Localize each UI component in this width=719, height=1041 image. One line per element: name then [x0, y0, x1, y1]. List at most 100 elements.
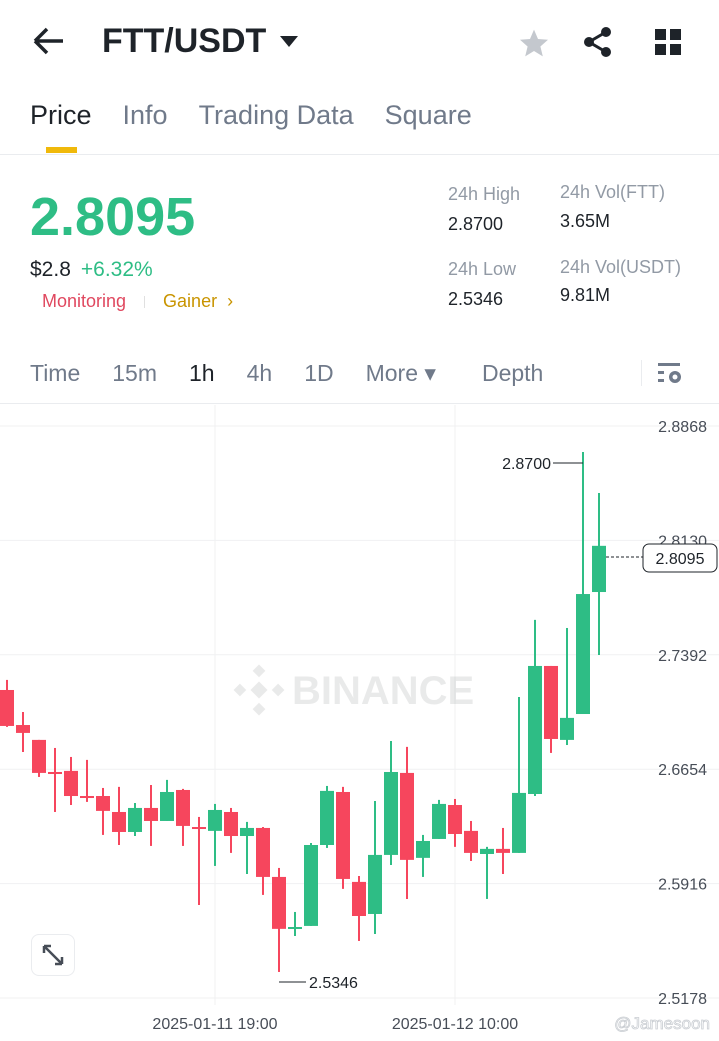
- interval-4h[interactable]: 4h: [246, 360, 273, 386]
- x-tick-label: 2025-01-11 19:00: [152, 1016, 277, 1033]
- interval-15m[interactable]: 15m: [112, 360, 158, 386]
- interval-time[interactable]: Time: [30, 360, 81, 386]
- candle-down: [256, 827, 270, 877]
- vol-ftt-label: 24h Vol(FTT): [560, 182, 666, 202]
- candle-up: [432, 803, 446, 839]
- candle-down: [48, 771, 62, 775]
- y-tick-label: 2.5916: [658, 877, 707, 894]
- more-apps-button[interactable]: [655, 29, 682, 61]
- high-label: 24h High: [448, 184, 521, 204]
- candle-down: [336, 791, 350, 879]
- candle-down: [448, 805, 462, 834]
- candle-up: [160, 791, 174, 821]
- pair-title: FTT/USDT: [102, 22, 267, 60]
- candle-up: [128, 807, 142, 832]
- divider: [0, 403, 719, 404]
- candle-down: [144, 807, 158, 821]
- candle-up: [384, 771, 398, 855]
- tab-trading-data[interactable]: Trading Data: [198, 100, 354, 130]
- tab-price[interactable]: Price: [30, 100, 92, 153]
- share-icon: [584, 27, 611, 57]
- vol-usdt-value: 9.81M: [560, 285, 611, 305]
- vol-ftt-value: 3.65M: [560, 211, 611, 231]
- chart-settings-button[interactable]: [658, 362, 684, 391]
- user-watermark: @Jamesoon: [614, 1014, 710, 1033]
- y-tick-label: 2.8868: [658, 419, 707, 436]
- last-price: 2.8095: [30, 187, 196, 247]
- share-button[interactable]: [582, 26, 614, 63]
- candle-down: [464, 830, 478, 853]
- y-tick-label: 2.6654: [658, 762, 707, 779]
- candle-up: [288, 927, 302, 930]
- tag-divider: [144, 295, 146, 308]
- candle-up: [416, 840, 430, 858]
- chart-settings-icon: [658, 363, 681, 383]
- high-value: 2.8700: [448, 214, 504, 234]
- price-change: +6.32%: [80, 258, 153, 281]
- usd-price: $2.8: [30, 258, 71, 281]
- candle-up: [208, 809, 222, 831]
- depth-tab[interactable]: Depth: [481, 360, 544, 386]
- candle-up: [320, 790, 334, 846]
- candle-down: [64, 770, 78, 797]
- candle-up: [576, 594, 590, 715]
- monitoring-tag[interactable]: Monitoring: [42, 291, 127, 311]
- candle-up: [512, 792, 526, 853]
- candle-up: [368, 854, 382, 914]
- candle-down: [272, 876, 286, 929]
- candle-down: [112, 811, 126, 832]
- last-price-label: 2.8095: [656, 551, 705, 568]
- caret-down-icon: [280, 35, 299, 47]
- divider: [0, 154, 719, 155]
- candle-down: [0, 689, 14, 726]
- candle-down: [16, 725, 30, 733]
- low-value: 2.5346: [448, 289, 504, 309]
- low-marker-label: 2.5346: [309, 975, 358, 992]
- back-button[interactable]: [32, 26, 66, 61]
- candle-up: [528, 665, 542, 795]
- candle-down: [496, 848, 510, 853]
- grid-icon: [655, 29, 681, 55]
- divider: [641, 360, 642, 386]
- low-label: 24h Low: [448, 259, 517, 279]
- candle-up: [240, 827, 254, 837]
- back-arrow-icon: [33, 27, 63, 55]
- candle-down: [96, 796, 110, 811]
- candle-down: [176, 789, 190, 826]
- candle-down: [352, 881, 366, 916]
- gainer-tag[interactable]: Gainer ›: [163, 291, 233, 312]
- y-tick-label: 2.5178: [658, 991, 707, 1008]
- fullscreen-button[interactable]: [31, 934, 75, 976]
- tab-info[interactable]: Info: [122, 100, 168, 130]
- tab-square[interactable]: Square: [384, 100, 472, 130]
- x-tick-label: 2025-01-12 10:00: [392, 1016, 518, 1033]
- candle-up: [304, 845, 318, 926]
- candle-down: [400, 772, 414, 860]
- candle-up: [592, 545, 606, 593]
- expand-icon: [42, 944, 64, 966]
- candle-down: [32, 739, 46, 773]
- gainer-label: Gainer: [163, 291, 218, 311]
- candle-up: [560, 717, 574, 740]
- vol-usdt-label: 24h Vol(USDT): [560, 257, 682, 277]
- star-icon: [520, 29, 548, 57]
- candle-down: [80, 796, 94, 799]
- candle-up: [480, 848, 494, 854]
- y-tick-label: 2.7392: [658, 648, 707, 665]
- high-marker-label: 2.8700: [502, 456, 551, 473]
- interval-bar: Time 15m 1h 4h 1D More ▾ Depth: [30, 360, 575, 387]
- chevron-right-icon: ›: [227, 291, 234, 311]
- pair-selector[interactable]: FTT/USDT: [102, 22, 299, 61]
- candlestick-chart[interactable]: BINANCE 2.88682.81302.73922.66542.59162.…: [0, 405, 719, 1041]
- candle-down: [544, 665, 558, 739]
- favorite-button[interactable]: [518, 27, 550, 64]
- interval-1h[interactable]: 1h: [189, 360, 215, 386]
- candle-down: [224, 811, 238, 837]
- interval-1d[interactable]: 1D: [304, 360, 334, 386]
- interval-more[interactable]: More ▾: [365, 360, 436, 386]
- watermark-text: BINANCE: [292, 669, 474, 713]
- last-price-box: [642, 543, 718, 573]
- candle-down: [192, 827, 206, 830]
- binance-watermark: BINANCE: [233, 664, 474, 716]
- tab-bar: Price Info Trading Data Square: [30, 100, 472, 153]
